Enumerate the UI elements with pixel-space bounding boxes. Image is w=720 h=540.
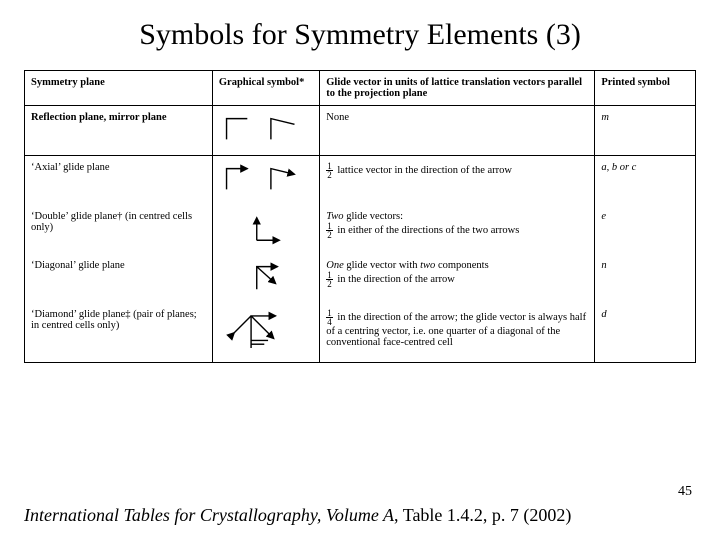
diagonal-glide-icon <box>219 260 313 294</box>
citation-detail: , Table 1.4.2, p. 7 (2002) <box>394 505 571 525</box>
glide-desc: 14 in the direction of the arrow; the gl… <box>320 303 595 363</box>
plane-name: ‘Diagonal’ glide plane <box>25 254 213 303</box>
col-header-plane: Symmetry plane <box>25 71 213 106</box>
table-row: ‘Diagonal’ glide plane One glide vector … <box>25 254 696 303</box>
printed-symbol: m <box>595 106 696 156</box>
symmetry-table: Symmetry plane Graphical symbol* Glide v… <box>24 70 696 363</box>
citation: International Tables for Crystallography… <box>24 505 696 526</box>
page-number: 45 <box>678 484 692 500</box>
table-row: ‘Axial’ glide plane 12 lattice vector in… <box>25 156 696 206</box>
graphic-cell <box>212 205 319 254</box>
diamond-glide-icon <box>219 309 313 353</box>
table-row: ‘Diamond’ glide plane‡ (pair of planes; … <box>25 303 696 363</box>
citation-source: International Tables for Crystallography… <box>24 505 394 525</box>
slide: Symbols for Symmetry Elements (3) Symmet… <box>0 0 720 540</box>
axial-glide-icon <box>219 162 313 196</box>
table-header-row: Symmetry plane Graphical symbol* Glide v… <box>25 71 696 106</box>
col-header-printed: Printed symbol <box>595 71 696 106</box>
col-header-graphic: Graphical symbol* <box>212 71 319 106</box>
printed-symbol: n <box>595 254 696 303</box>
glide-desc: 12 lattice vector in the direction of th… <box>320 156 595 206</box>
glide-desc: One glide vector with two components 12 … <box>320 254 595 303</box>
graphic-cell <box>212 106 319 156</box>
graphic-cell <box>212 254 319 303</box>
col-header-glide: Glide vector in units of lattice transla… <box>320 71 595 106</box>
plane-name: ‘Diamond’ glide plane‡ (pair of planes; … <box>25 303 213 363</box>
graphic-cell <box>212 303 319 363</box>
double-glide-icon <box>219 211 313 245</box>
glide-desc: Two glide vectors: 12 in either of the d… <box>320 205 595 254</box>
slide-title: Symbols for Symmetry Elements (3) <box>24 18 696 52</box>
table-row: Reflection plane, mirror plane None m <box>25 106 696 156</box>
graphic-cell <box>212 156 319 206</box>
printed-symbol: a, b or c <box>595 156 696 206</box>
printed-symbol: e <box>595 205 696 254</box>
table-row: ‘Double’ glide plane† (in centred cells … <box>25 205 696 254</box>
plane-name: ‘Axial’ glide plane <box>25 156 213 206</box>
plane-name: Reflection plane, mirror plane <box>31 112 167 123</box>
printed-symbol: d <box>595 303 696 363</box>
plane-name: ‘Double’ glide plane† (in centred cells … <box>25 205 213 254</box>
glide-desc: None <box>320 106 595 156</box>
mirror-plane-icon <box>219 112 313 146</box>
